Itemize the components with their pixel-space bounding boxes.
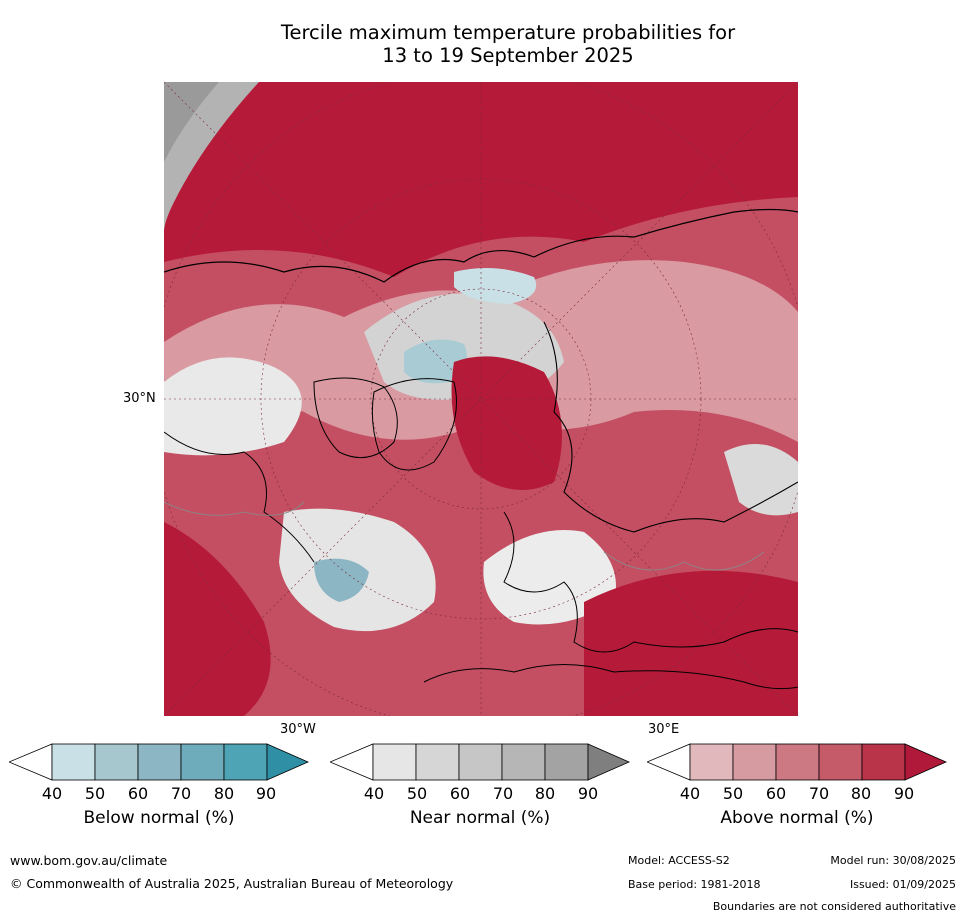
country-boundaries-west [164, 501, 305, 516]
tick-label: 60 [127, 784, 149, 803]
probability-map [164, 82, 798, 716]
colorbar-graphic [330, 743, 630, 781]
tick-label: 40 [363, 784, 385, 803]
tick-label: 50 [84, 784, 106, 803]
colorbar-above-ticks: 40 50 60 70 80 90 [647, 784, 947, 803]
colorbar-near-label: Near normal (%) [409, 808, 551, 828]
colorbar-segment [180, 743, 225, 781]
colorbar-segment [861, 743, 906, 781]
region-near-normal-corner-dark [164, 82, 219, 162]
colorbar-segment [415, 743, 460, 781]
tick-label: 50 [722, 784, 744, 803]
tick-label: 90 [255, 784, 277, 803]
chart-title: Tercile maximum temperature probabilitie… [158, 21, 858, 67]
copyright-text: © Commonwealth of Australia 2025, Austra… [10, 876, 454, 891]
colorbar-below-label: Below normal (%) [83, 808, 235, 828]
region-near-europe [483, 530, 616, 625]
colorbar-segment [775, 743, 820, 781]
colorbar-near-ticks: 40 50 60 70 80 90 [330, 784, 630, 803]
region-below-atlantic [314, 558, 369, 602]
region-below-arctic [404, 339, 467, 384]
colorbar-extend-high [904, 743, 947, 781]
tick-label: 90 [577, 784, 599, 803]
tick-label: 80 [534, 784, 556, 803]
map-graphic [164, 82, 798, 716]
lat-label-30n: 30°N [123, 391, 156, 406]
tick-label: 90 [893, 784, 915, 803]
coastline-north-america [164, 431, 315, 563]
region-near-west [164, 357, 302, 456]
tick-label: 80 [213, 784, 235, 803]
coastline-africa [423, 664, 798, 690]
colorbar-segment [544, 743, 589, 781]
colorbar-segment [94, 743, 139, 781]
colorbar-near-normal [330, 743, 630, 781]
colorbar-extend-high [587, 743, 630, 781]
colorbar-extend-low [9, 743, 53, 781]
coastline-north [164, 208, 798, 283]
colorbar-extend-low [330, 743, 374, 781]
colorbar-extend-low [647, 743, 691, 781]
lon-label-30w: 30°W [280, 722, 316, 737]
boundaries-disclaimer: Boundaries are not considered authoritat… [712, 900, 956, 913]
lon-label-30e: 30°E [648, 722, 680, 737]
colorbar-segment [458, 743, 503, 781]
colorbar-segment [223, 743, 268, 781]
colorbar-below-ticks: 40 50 60 70 80 90 [9, 784, 309, 803]
tick-label: 60 [765, 784, 787, 803]
colorbar-below-normal [9, 743, 309, 781]
colorbar-segment [732, 743, 777, 781]
colorbar-graphic [9, 743, 309, 781]
region-above-90-southwest [164, 522, 271, 716]
colorbar-extend-high [266, 743, 309, 781]
model-text: Model: ACCESS-S2 [628, 854, 730, 867]
colorbar-above-label: Above normal (%) [720, 808, 874, 828]
coastline-eurasia [543, 321, 798, 533]
colorbar-segment [51, 743, 96, 781]
coastline-europe [503, 511, 798, 653]
tick-label: 40 [41, 784, 63, 803]
colorbar-segment [689, 743, 734, 781]
region-near-east [724, 444, 798, 516]
website-link[interactable]: www.bom.gov.au/climate [10, 853, 168, 868]
coastline-greenland [371, 378, 457, 471]
tick-label: 70 [808, 784, 830, 803]
country-boundaries-east [603, 551, 765, 571]
region-above-90-southeast [584, 570, 798, 716]
coastline-hudson [313, 377, 398, 459]
colorbar-segment [372, 743, 417, 781]
tick-label: 80 [850, 784, 872, 803]
colorbar-segment [818, 743, 863, 781]
colorbar-above-normal [647, 743, 947, 781]
colorbar-segment [501, 743, 546, 781]
tick-label: 60 [449, 784, 471, 803]
title-line-2: 13 to 19 September 2025 [382, 44, 634, 67]
colorbar-graphic [647, 743, 947, 781]
tick-label: 50 [406, 784, 428, 803]
tick-label: 40 [679, 784, 701, 803]
tick-label: 70 [170, 784, 192, 803]
colorbar-segment [137, 743, 182, 781]
model-run-text: Model run: 30/08/2025 [830, 854, 956, 867]
tick-label: 70 [492, 784, 514, 803]
base-period-text: Base period: 1981-2018 [628, 878, 761, 891]
region-below-north [454, 268, 537, 304]
region-above-90-greenland [451, 356, 562, 490]
title-line-1: Tercile maximum temperature probabilitie… [280, 21, 736, 44]
issued-text: Issued: 01/09/2025 [849, 878, 956, 891]
